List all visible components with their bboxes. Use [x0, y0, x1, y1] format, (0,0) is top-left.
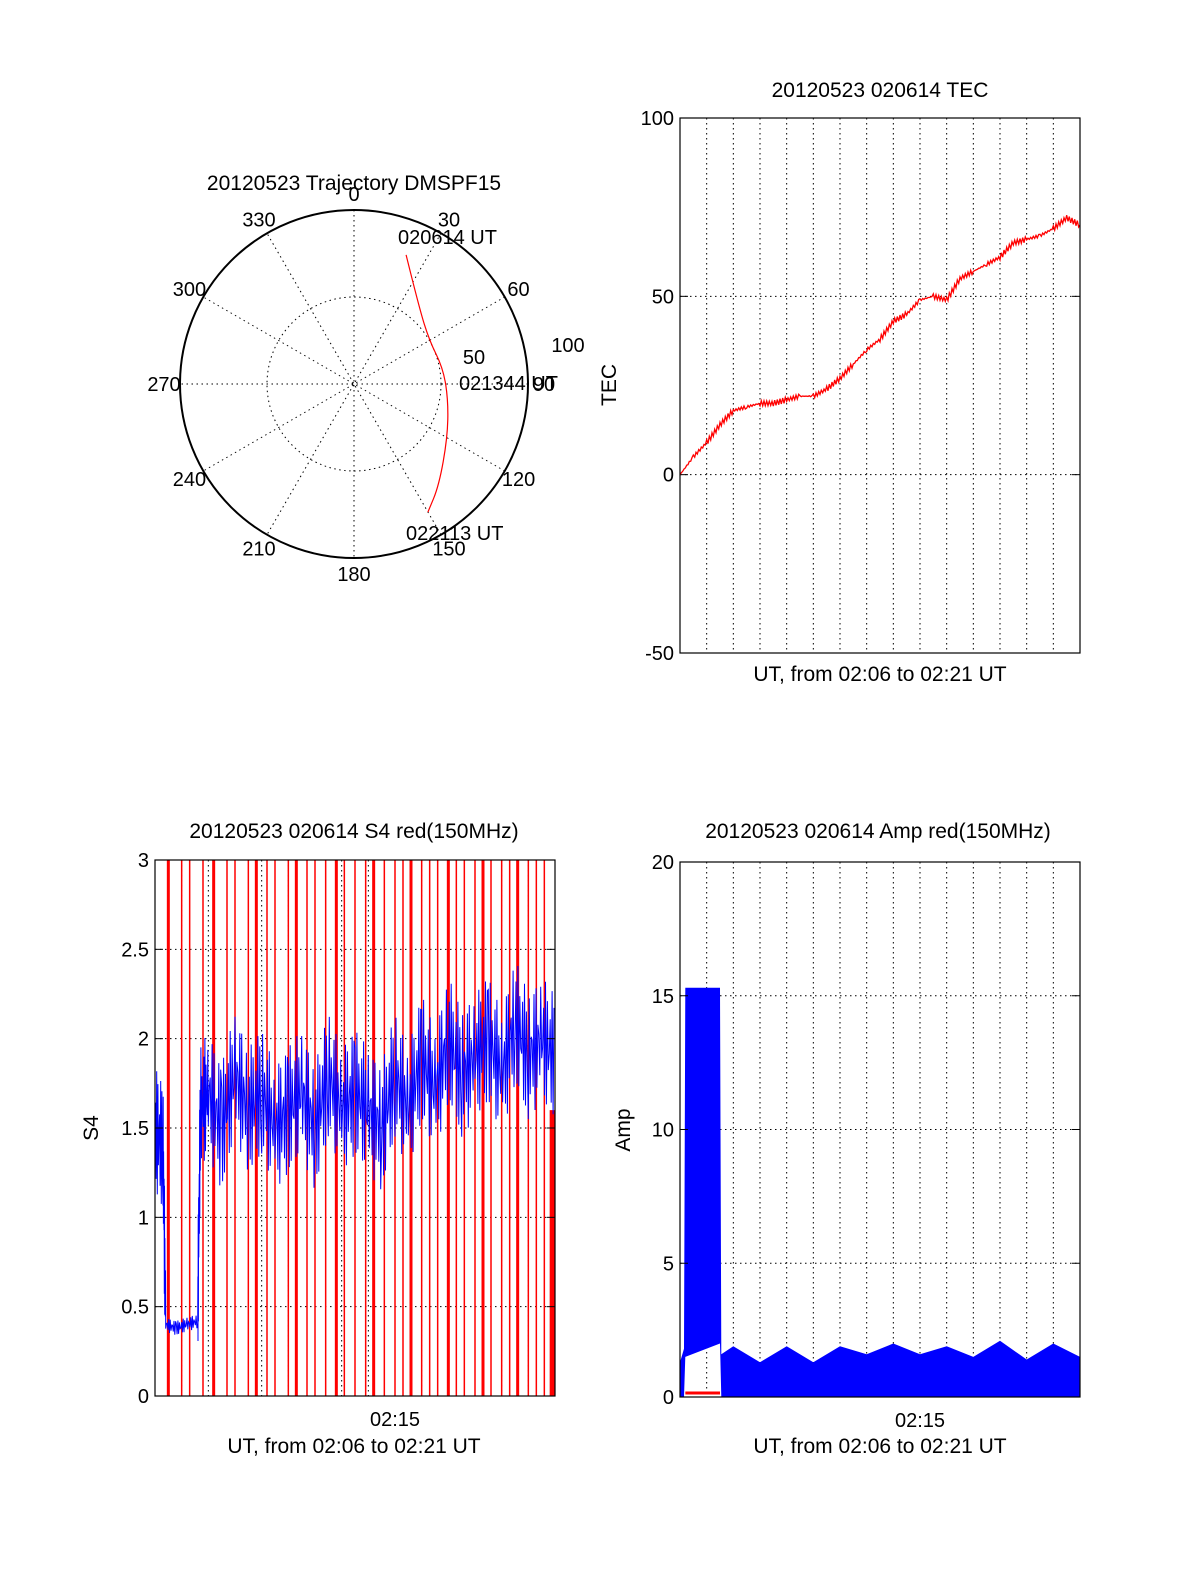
polar-title: 20120523 Trajectory DMSPF15	[207, 172, 501, 195]
amp-grid	[680, 862, 1080, 1397]
tec-grid	[680, 118, 1080, 653]
s4-ylabel: S4	[80, 1115, 103, 1141]
amp-plot: 20120523 020614 Amp red(150MHz) 0 5 10 15 20…	[612, 820, 1081, 1458]
trajectory-end-label: 022113 UT	[406, 523, 503, 545]
tec-series-line	[679, 215, 1081, 476]
polar-azimuth-label: 240	[173, 469, 206, 491]
tec-ytick-label: 100	[641, 108, 674, 130]
tec-title: 20120523 020614 TEC	[772, 79, 989, 102]
tec-ytick-label: 50	[652, 286, 674, 308]
trajectory-mid-label: 021344 UT	[459, 373, 558, 395]
polar-azimuth-label: 0	[348, 184, 359, 206]
amp-ytick-label: 5	[663, 1253, 674, 1275]
polar-azimuth-labels: 0 30 60 90 120 150 180 210 240 270 300 330	[147, 184, 555, 586]
polar-inner-ring	[266, 296, 442, 472]
amp-ytick-label: 10	[652, 1120, 674, 1142]
s4-ytick-label: 3	[138, 850, 149, 872]
trajectory-line	[405, 254, 449, 513]
s4-ytick-label: 2	[138, 1029, 149, 1051]
polar-azimuth-label: 300	[173, 279, 206, 301]
s4-x-ticks: 02:15	[370, 1409, 420, 1431]
s4-ytick-label: 1	[138, 1207, 149, 1229]
trajectory-start-label: 020614 UT	[398, 227, 497, 249]
polar-azimuth-label: 150	[432, 539, 465, 561]
tec-frame	[679, 117, 1081, 654]
polar-spokes	[180, 210, 528, 558]
polar-radius-label-50: 50	[463, 347, 485, 369]
s4-blue-series-line	[154, 965, 555, 1342]
amp-xtick-label: 02:15	[895, 1410, 945, 1432]
amp-y-ticks: 0 5 10 15 20	[652, 852, 1080, 1409]
polar-azimuth-label: 30	[438, 209, 460, 231]
s4-ytick-label: 0.5	[121, 1297, 149, 1319]
polar-spoke	[266, 233, 442, 535]
s4-xlabel: UT, from 02:06 to 02:21 UT	[227, 1435, 480, 1458]
s4-xtick-label: 02:15	[370, 1409, 420, 1431]
polar-azimuth-label: 120	[502, 469, 535, 491]
s4-y-ticks: 0 0.5 1 1.5 2 2.5 3	[121, 850, 555, 1408]
s4-ytick-label: 1.5	[121, 1118, 149, 1140]
tec-ylabel: TEC	[598, 364, 621, 406]
polar-radius-label-100: 100	[551, 335, 584, 357]
amp-title: 20120523 020614 Amp red(150MHz)	[705, 820, 1051, 843]
tec-xlabel: UT, from 02:06 to 02:21 UT	[753, 663, 1006, 686]
polar-azimuth-label: 90	[533, 374, 555, 396]
s4-frame	[154, 859, 556, 1397]
polar-spoke	[266, 233, 442, 535]
amp-ytick-label: 20	[652, 852, 674, 874]
tec-y-ticks: -50 0 50 100	[641, 108, 1080, 665]
amp-xlabel: UT, from 02:06 to 02:21 UT	[753, 1435, 1006, 1458]
s4-title: 20120523 020614 S4 red(150MHz)	[189, 820, 518, 843]
s4-plot: 20120523 020614 S4 red(150MHz) 0 0.5 1 1.5 2…	[80, 820, 556, 1458]
polar-azimuth-label: 270	[147, 374, 180, 396]
tec-ytick-label: -50	[645, 643, 674, 665]
amp-frame	[679, 861, 1081, 1398]
polar-trajectory-plot: 20120523 Trajectory DMSPF15 0 30 60 90 120 15…	[147, 172, 584, 586]
amp-ytick-label: 15	[652, 986, 674, 1008]
tec-plot: 20120523 020614 TEC -50 0 50 100 UT, from 0…	[598, 79, 1081, 686]
polar-azimuth-label: 180	[337, 564, 370, 586]
amp-x-ticks: 02:15	[895, 1410, 945, 1432]
amp-ytick-label: 0	[663, 1387, 674, 1409]
tec-ytick-label: 0	[663, 465, 674, 487]
amp-blue-envelope	[680, 987, 1080, 1397]
s4-red-spikes	[166, 860, 555, 1396]
polar-azimuth-label: 210	[242, 539, 275, 561]
amp-ylabel: Amp	[612, 1108, 635, 1151]
s4-ytick-label: 0	[138, 1386, 149, 1408]
s4-ytick-label: 2.5	[121, 939, 149, 961]
polar-azimuth-label: 330	[242, 209, 275, 231]
s4-red-fill	[549, 1110, 555, 1396]
polar-azimuth-label: 60	[507, 279, 529, 301]
